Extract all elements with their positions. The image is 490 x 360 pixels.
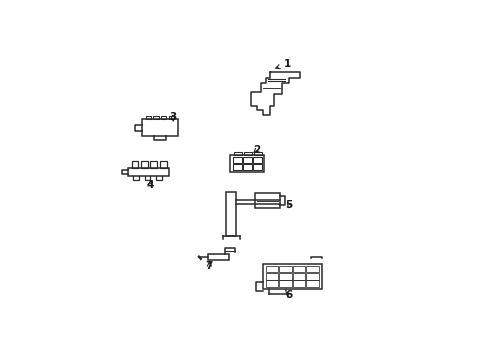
Text: 3: 3	[170, 112, 177, 122]
Bar	[253, 164, 262, 170]
Bar	[128, 168, 170, 176]
Bar	[161, 116, 166, 120]
Bar	[233, 164, 243, 170]
Text: 1: 1	[276, 59, 291, 69]
Bar	[306, 280, 319, 287]
Text: 7: 7	[206, 261, 213, 271]
Text: 6: 6	[286, 291, 293, 301]
Bar	[306, 273, 319, 280]
Bar	[266, 266, 278, 273]
Bar	[266, 280, 278, 287]
Bar	[266, 273, 278, 280]
Bar	[141, 161, 148, 168]
Bar	[279, 273, 292, 280]
Text: 4: 4	[147, 180, 154, 190]
Bar	[146, 116, 151, 120]
Bar	[255, 193, 280, 208]
Bar	[279, 266, 292, 273]
Bar	[226, 192, 236, 236]
Bar	[306, 266, 319, 273]
Bar	[279, 280, 292, 287]
Bar	[293, 266, 305, 273]
Bar	[208, 253, 229, 260]
Bar	[253, 157, 262, 163]
Bar	[243, 157, 252, 163]
Bar	[264, 264, 322, 288]
Bar	[230, 156, 265, 172]
Bar	[254, 152, 262, 156]
Bar	[169, 116, 174, 120]
Bar	[243, 164, 252, 170]
Text: 2: 2	[253, 145, 261, 155]
Bar	[142, 120, 178, 136]
Bar	[293, 280, 305, 287]
Bar	[160, 161, 167, 168]
Bar	[234, 152, 243, 156]
Bar	[150, 161, 157, 168]
Bar	[293, 273, 305, 280]
Bar	[233, 157, 243, 163]
Bar	[153, 116, 159, 120]
Bar	[131, 161, 138, 168]
Bar	[244, 152, 252, 156]
Text: 5: 5	[286, 201, 293, 210]
